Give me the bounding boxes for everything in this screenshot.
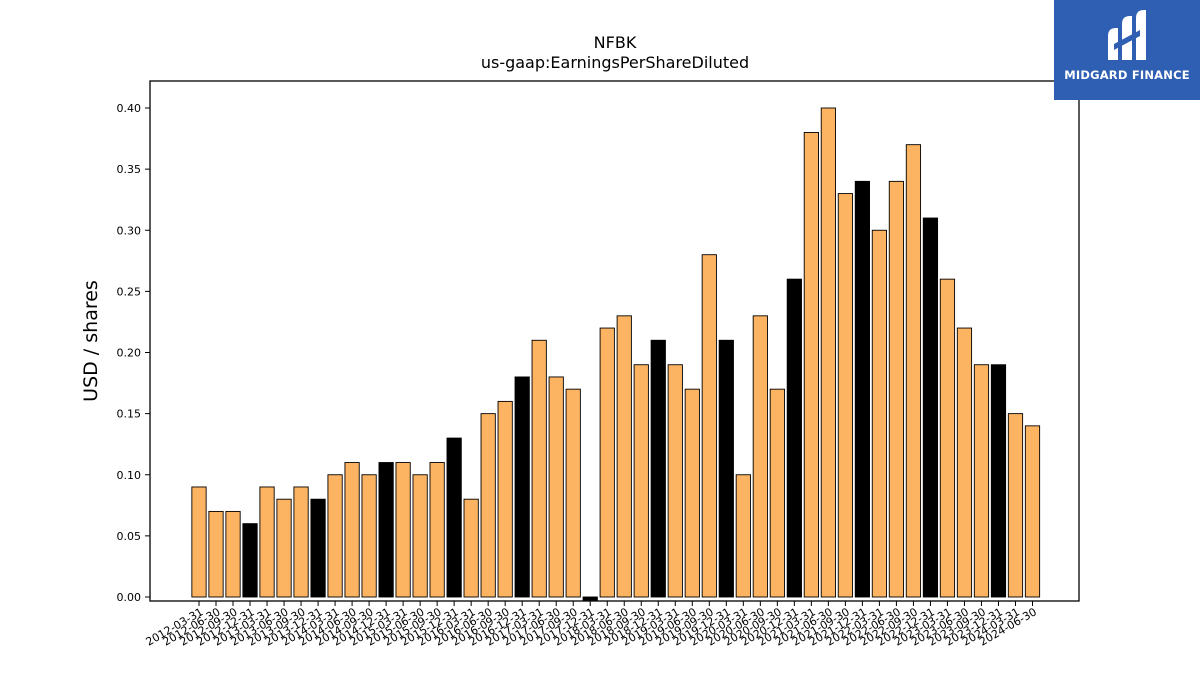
y-tick-label: 0.30 — [117, 224, 142, 237]
bar-2017-09-30 — [565, 388, 581, 598]
bar-2016-06-30 — [480, 413, 496, 598]
bar-2013-03-31 — [259, 486, 275, 598]
brand-logo: MIDGARD FINANCE — [1054, 0, 1200, 100]
bar-2014-06-30 — [344, 462, 360, 598]
bar-2014-12-31 — [378, 462, 394, 598]
bar-2018-06-30 — [616, 315, 632, 598]
plot-frame — [149, 80, 1080, 602]
bar-2022-03-31 — [871, 229, 888, 598]
y-tick-label: 0.10 — [117, 469, 142, 482]
bar-2018-09-30 — [633, 364, 649, 598]
bar-2020-09-30 — [769, 388, 785, 598]
bar-2024-06-30 — [1024, 425, 1041, 598]
chart-title: NFBK — [594, 33, 637, 52]
bar-2022-09-30 — [905, 144, 922, 598]
bar-2012-06-30 — [208, 510, 224, 598]
bar-2023-03-31 — [939, 278, 956, 598]
bar-2015-06-30 — [412, 474, 428, 598]
bar-2021-09-30 — [837, 193, 853, 598]
bar-2014-09-30 — [361, 474, 377, 598]
bar-2015-03-31 — [395, 462, 411, 598]
bar-2016-12-31 — [514, 376, 530, 598]
bar-2022-12-31 — [922, 217, 939, 598]
brand-name: MIDGARD FINANCE — [1064, 68, 1190, 82]
bars-group — [191, 107, 1041, 601]
y-tick-label: 0.20 — [117, 347, 142, 360]
y-tick-label: 0.00 — [117, 591, 142, 604]
bar-2023-06-30 — [956, 327, 973, 598]
bar-2017-12-31 — [582, 596, 598, 601]
bar-2012-03-31 — [191, 486, 207, 598]
bar-2019-12-31 — [718, 339, 734, 598]
bar-2021-06-30 — [820, 107, 836, 598]
bar-2024-03-31 — [1007, 413, 1024, 598]
bar-2013-12-31 — [310, 498, 326, 598]
bar-2018-03-31 — [599, 327, 615, 598]
y-tick-label: 0.35 — [117, 163, 142, 176]
bar-2015-12-31 — [446, 437, 462, 598]
bar-2021-12-31 — [854, 180, 870, 598]
y-tick-label: 0.40 — [117, 102, 142, 115]
bar-2019-06-30 — [684, 388, 700, 598]
y-tick-label: 0.05 — [117, 530, 142, 543]
bar-2012-09-30 — [225, 510, 241, 598]
y-tick-label: 0.15 — [117, 408, 142, 421]
bar-2013-06-30 — [276, 498, 292, 598]
bar-2020-06-30 — [752, 315, 768, 598]
bar-2013-09-30 — [293, 486, 309, 598]
brand-mark-icon — [1108, 10, 1146, 60]
y-axis-ticks: 0.00 0.05 0.10 0.15 0.20 0.25 0.30 0.35 0.40 — [117, 102, 150, 604]
bar-2018-12-31 — [650, 339, 666, 598]
chart-subtitle: us-gaap:EarningsPerShareDiluted — [481, 53, 749, 72]
y-tick-label: 0.25 — [117, 285, 142, 298]
bar-2015-09-30 — [429, 462, 445, 598]
bar-2019-09-30 — [701, 254, 717, 598]
bar-2022-06-30 — [888, 180, 905, 598]
bar-2023-12-31 — [990, 364, 1007, 598]
bar-2020-12-31 — [786, 278, 802, 598]
bar-2020-03-31 — [735, 474, 751, 598]
bar-2016-09-30 — [497, 400, 513, 598]
y-axis-label: USD / shares — [80, 280, 102, 402]
bar-2014-03-31 — [327, 474, 343, 598]
bar-2012-12-31 — [242, 523, 258, 598]
bar-2019-03-31 — [667, 364, 683, 598]
bar-2016-03-31 — [463, 498, 479, 598]
bar-2021-03-31 — [803, 131, 819, 598]
bar-2017-06-30 — [548, 376, 564, 598]
x-axis-ticks: 2012-03-312012-06-302012-09-302012-12-31… — [144, 601, 1039, 649]
bar-2017-03-31 — [531, 339, 547, 598]
bar-2023-09-30 — [973, 364, 990, 598]
